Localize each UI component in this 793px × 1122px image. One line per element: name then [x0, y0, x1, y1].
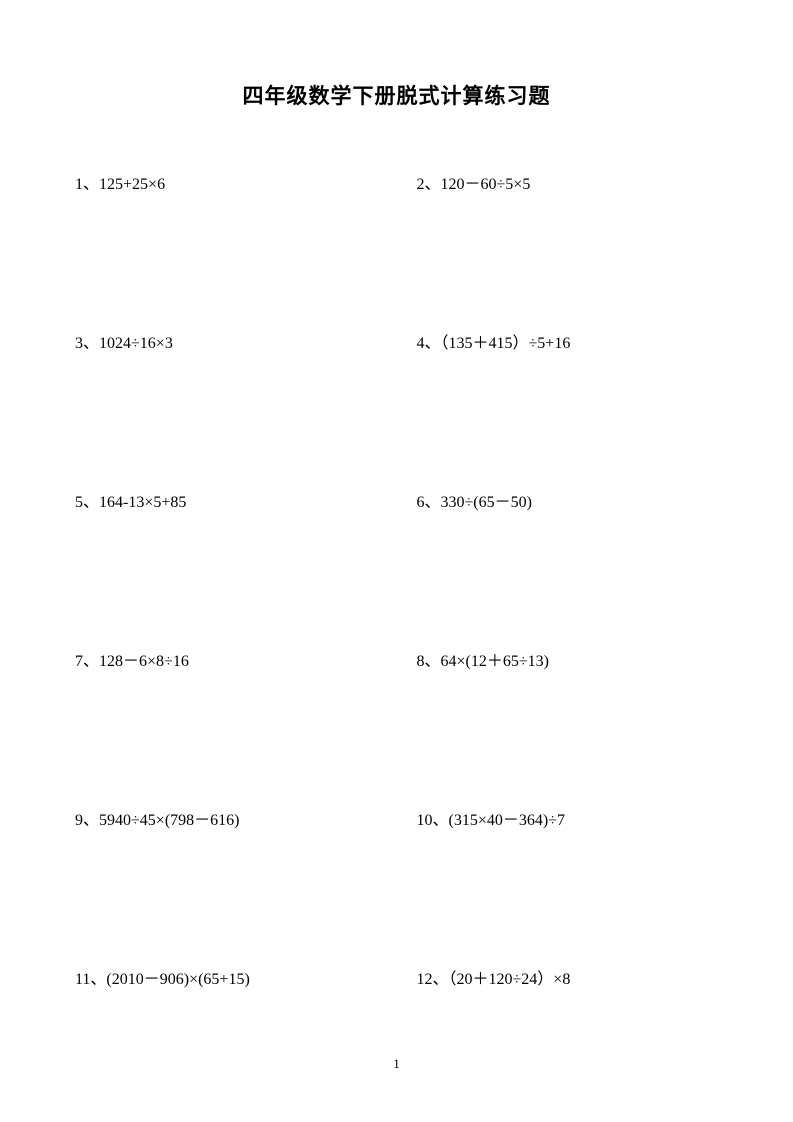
problem-item: 6、330÷(65－50) — [407, 488, 719, 512]
problem-expression: 164-13×5+85 — [99, 494, 186, 511]
problem-expression: （20＋120÷24）×8 — [449, 971, 571, 988]
problem-number: 3 — [75, 335, 83, 352]
separator: 、 — [433, 812, 449, 829]
problem-item: 10、(315×40－364)÷7 — [407, 806, 719, 830]
problem-expression: 1024÷16×3 — [99, 335, 173, 352]
problem-number: 11 — [75, 971, 90, 988]
problem-expression: 64×(12＋65÷13) — [441, 653, 549, 670]
problem-number: 1 — [75, 176, 83, 193]
problem-expression: (2010－906)×(65+15) — [106, 971, 249, 988]
problem-expression: 120－60÷5×5 — [441, 176, 531, 193]
problem-expression: 5940÷45×(798－616) — [99, 812, 239, 829]
problem-expression: (315×40－364)÷7 — [449, 812, 565, 829]
separator: 、 — [83, 494, 99, 511]
problem-number: 8 — [417, 653, 425, 670]
problem-expression: 128－6×8÷16 — [99, 653, 189, 670]
problem-number: 10 — [417, 812, 433, 829]
separator: 、 — [425, 653, 441, 670]
problem-number: 6 — [417, 494, 425, 511]
page-title: 四年级数学下册脱式计算练习题 — [75, 80, 718, 110]
problem-number: 12 — [417, 971, 433, 988]
problem-item: 8、64×(12＋65÷13) — [407, 647, 719, 671]
problem-item: 7、128－6×8÷16 — [75, 647, 387, 671]
problem-item: 11、(2010－906)×(65+15) — [75, 965, 387, 989]
problem-number: 2 — [417, 176, 425, 193]
problem-item: 12、（20＋120÷24）×8 — [407, 965, 719, 989]
separator: 、 — [425, 176, 441, 193]
separator: 、 — [425, 494, 441, 511]
problems-grid: 1、125+25×6 2、120－60÷5×5 3、1024÷16×3 4、（1… — [75, 170, 718, 989]
problem-number: 7 — [75, 653, 83, 670]
separator: 、 — [83, 176, 99, 193]
problem-expression: （135＋415）÷5+16 — [441, 335, 571, 352]
problem-item: 9、5940÷45×(798－616) — [75, 806, 387, 830]
problem-number: 9 — [75, 812, 83, 829]
worksheet-page: 四年级数学下册脱式计算练习题 1、125+25×6 2、120－60÷5×5 3… — [0, 0, 793, 989]
separator: 、 — [433, 971, 449, 988]
separator: 、 — [90, 971, 106, 988]
problem-number: 5 — [75, 494, 83, 511]
page-number: 1 — [0, 1056, 793, 1072]
separator: 、 — [83, 653, 99, 670]
problem-item: 3、1024÷16×3 — [75, 329, 387, 353]
problem-item: 2、120－60÷5×5 — [407, 170, 719, 194]
problem-expression: 125+25×6 — [99, 176, 165, 193]
problem-number: 4 — [417, 335, 425, 352]
problem-expression: 330÷(65－50) — [441, 494, 532, 511]
problem-item: 5、164-13×5+85 — [75, 488, 387, 512]
separator: 、 — [83, 812, 99, 829]
problem-item: 1、125+25×6 — [75, 170, 387, 194]
separator: 、 — [425, 335, 441, 352]
separator: 、 — [83, 335, 99, 352]
problem-item: 4、（135＋415）÷5+16 — [407, 329, 719, 353]
